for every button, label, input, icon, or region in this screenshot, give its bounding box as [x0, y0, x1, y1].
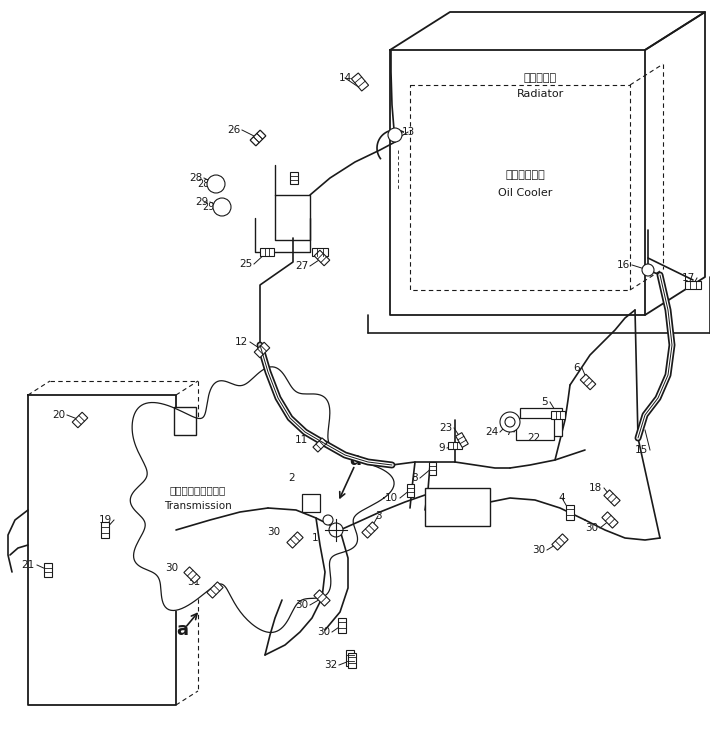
Text: 2: 2 [289, 473, 295, 483]
Polygon shape [313, 438, 327, 452]
Text: 31: 31 [187, 577, 200, 587]
Polygon shape [448, 442, 462, 448]
Text: a: a [349, 451, 361, 469]
Text: トランスミッション: トランスミッション [170, 485, 226, 495]
Polygon shape [72, 413, 88, 427]
Polygon shape [351, 73, 368, 91]
Text: 20: 20 [52, 410, 65, 420]
Text: 30: 30 [532, 545, 545, 555]
Polygon shape [552, 534, 568, 550]
Polygon shape [184, 567, 200, 583]
Polygon shape [346, 650, 354, 666]
Text: 14: 14 [339, 73, 351, 83]
Text: 24: 24 [485, 427, 498, 437]
Circle shape [329, 523, 343, 537]
Text: 29: 29 [202, 202, 214, 212]
Text: Transmission: Transmission [164, 501, 232, 511]
Polygon shape [685, 281, 701, 289]
Circle shape [207, 175, 225, 193]
Polygon shape [348, 653, 356, 668]
Text: 8: 8 [411, 473, 418, 483]
Text: 30: 30 [165, 563, 178, 573]
Polygon shape [602, 512, 618, 528]
Text: 15: 15 [635, 445, 648, 455]
Polygon shape [250, 131, 266, 145]
Polygon shape [580, 374, 596, 389]
Polygon shape [456, 433, 469, 448]
Text: 23: 23 [439, 423, 452, 433]
Circle shape [388, 128, 402, 142]
Text: 28: 28 [197, 179, 209, 189]
Circle shape [500, 412, 520, 432]
Text: 19: 19 [99, 515, 112, 525]
Text: 22: 22 [527, 433, 540, 443]
Polygon shape [551, 411, 565, 419]
Polygon shape [287, 532, 303, 548]
Polygon shape [260, 248, 274, 256]
Bar [425, 488, 490, 526]
Polygon shape [290, 172, 298, 184]
Polygon shape [312, 248, 328, 256]
Text: Oil Cooler: Oil Cooler [498, 188, 552, 198]
Text: a: a [176, 621, 188, 639]
Polygon shape [566, 504, 574, 519]
Text: 9: 9 [438, 443, 445, 453]
Text: 29: 29 [195, 197, 208, 207]
Circle shape [505, 417, 515, 427]
Polygon shape [44, 563, 52, 577]
Text: 27: 27 [295, 261, 308, 271]
Text: ラジエータ: ラジエータ [523, 73, 557, 83]
Polygon shape [314, 590, 330, 606]
Polygon shape [407, 483, 413, 497]
Polygon shape [250, 131, 266, 145]
Text: 32: 32 [324, 660, 337, 670]
Text: 30: 30 [267, 527, 280, 537]
Text: 30: 30 [585, 523, 598, 533]
Polygon shape [254, 342, 270, 358]
Text: 13: 13 [401, 127, 415, 137]
Text: 28: 28 [189, 173, 202, 183]
Bar [520, 408, 562, 436]
Text: Radiator: Radiator [516, 89, 564, 99]
Bar [516, 418, 554, 440]
Text: オイルクーラ: オイルクーラ [505, 170, 545, 180]
Polygon shape [429, 462, 435, 474]
Bar [174, 407, 196, 435]
Circle shape [213, 198, 231, 216]
Circle shape [323, 515, 333, 525]
Polygon shape [101, 522, 109, 538]
Text: 1: 1 [312, 533, 318, 543]
Text: 10: 10 [385, 493, 398, 503]
Polygon shape [338, 618, 346, 633]
Polygon shape [315, 250, 329, 266]
Text: 5: 5 [542, 397, 548, 407]
Text: 26: 26 [226, 125, 240, 135]
Text: 7: 7 [506, 427, 512, 437]
Bar [302, 494, 320, 512]
Polygon shape [362, 522, 378, 538]
Text: 30: 30 [317, 627, 330, 637]
Text: 3: 3 [375, 511, 381, 521]
Text: 12: 12 [235, 337, 248, 347]
Polygon shape [130, 367, 394, 633]
Polygon shape [207, 582, 223, 598]
Circle shape [642, 264, 654, 276]
Text: 21: 21 [22, 560, 35, 570]
Text: 25: 25 [239, 259, 252, 269]
Text: 6: 6 [574, 363, 580, 373]
Text: 30: 30 [295, 600, 308, 610]
Text: 18: 18 [589, 483, 602, 493]
Text: 4: 4 [559, 493, 565, 503]
Polygon shape [604, 490, 620, 506]
Text: 17: 17 [682, 273, 695, 283]
Text: 16: 16 [617, 260, 630, 270]
Text: 11: 11 [295, 435, 308, 445]
